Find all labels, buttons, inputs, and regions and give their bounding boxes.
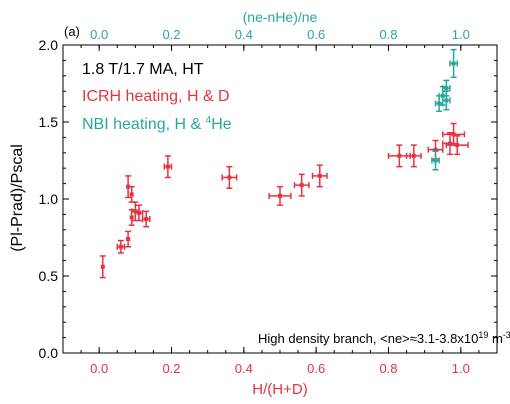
data-point: [129, 215, 134, 220]
density-note-unit-sup: -3: [503, 330, 510, 340]
data-point: [165, 164, 170, 169]
legend-nbi-text: NBI heating, H &: [82, 116, 206, 133]
data-point: [433, 147, 438, 152]
top-x-axis-label: (ne-nHe)/ne: [243, 9, 318, 25]
y-axis-label: (Pl-Prad)/Pscal: [9, 144, 26, 252]
annotation-field-current: 1.8 T/1.7 MA, HT: [82, 61, 204, 78]
x-tick-label: 0.2: [162, 361, 180, 376]
data-point: [444, 86, 449, 91]
y-tick-label: 1.0: [39, 191, 59, 207]
data-point: [451, 132, 456, 137]
x-tick-label: 1.0: [452, 361, 470, 376]
data-point: [227, 175, 232, 180]
top-x-tick-label: 0.6: [307, 27, 325, 42]
data-point: [444, 98, 449, 103]
data-point: [136, 210, 141, 215]
top-x-tick-label: 0.2: [162, 27, 180, 42]
data-point: [299, 183, 304, 188]
ticks: 0.0 0.0 0.2 0.2 0.4 0.4 0.6 0.6 0.8 0.8 1.0 1.0 0.0 0…: [39, 27, 498, 376]
legend-nbi-end: He: [211, 116, 232, 133]
x-tick-label: 0.4: [235, 361, 253, 376]
density-note-text: High density branch, <ne>≈3.1-3.8x10: [258, 331, 478, 346]
top-x-tick-label: 0.8: [379, 27, 397, 42]
y-tick-label: 2.0: [39, 37, 59, 53]
data-point: [118, 244, 123, 249]
density-note-unit: m: [488, 331, 502, 346]
x-axis-label: H/(H+D): [252, 381, 307, 398]
y-tick-label: 0.5: [39, 268, 59, 284]
x-tick-label: 0.6: [307, 361, 325, 376]
legend-nbi-sup: 4: [206, 115, 212, 126]
nbi-series: [431, 48, 458, 171]
data-point: [397, 153, 402, 158]
y-tick-label: 0.0: [39, 345, 59, 361]
density-note-sup: 19: [478, 330, 488, 340]
data-point: [411, 153, 416, 158]
panel-label: (a): [64, 24, 80, 39]
data-point: [144, 217, 149, 222]
data-point: [433, 158, 438, 163]
data-point: [126, 237, 131, 242]
data-point: [437, 101, 442, 106]
data-point: [129, 192, 134, 197]
x-tick-label: 0.0: [90, 361, 108, 376]
x-tick-label: 0.8: [379, 361, 397, 376]
data-point: [317, 173, 322, 178]
top-x-tick-label: 1.0: [452, 27, 470, 42]
data-point: [447, 141, 452, 146]
legend-nbi-label: NBI heating, H & 4He: [82, 115, 232, 133]
data-point: [126, 184, 131, 189]
legend-icrh-label: ICRH heating, H & D: [82, 88, 230, 105]
data-point: [451, 61, 456, 66]
y-tick-label: 1.5: [39, 114, 59, 130]
data-point: [278, 193, 282, 198]
data-point: [440, 93, 445, 98]
icrh-series: [99, 122, 469, 279]
data-point: [455, 143, 460, 148]
top-x-tick-label: 0.4: [235, 27, 253, 42]
top-x-tick-label: 0.0: [90, 27, 108, 42]
data-point: [100, 264, 105, 269]
data-points: [99, 48, 469, 279]
density-branch-note: High density branch, <ne>≈3.1-3.8x1019 m…: [258, 330, 510, 346]
